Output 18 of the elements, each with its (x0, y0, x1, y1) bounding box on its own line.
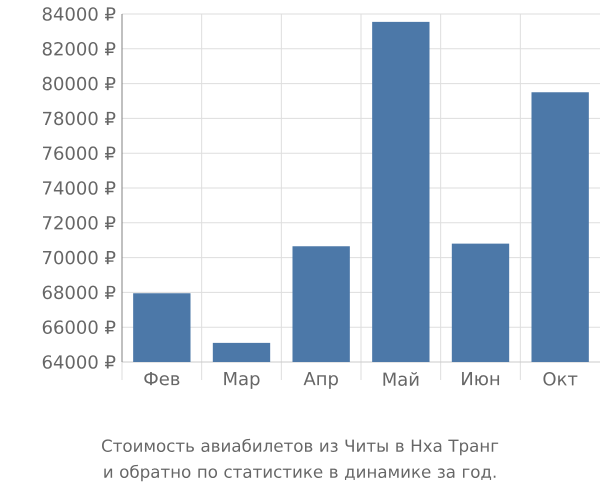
y-tick-label: 76000 ₽ (43, 146, 116, 160)
x-tick-label: Апр (304, 372, 338, 389)
x-tick-label: Май (383, 372, 418, 386)
y-tick-label: 64000 ₽ (42, 355, 116, 369)
y-tick-label: 82000 ₽ (42, 42, 116, 56)
text: Стоимость авиабилетов из Читы в Нха Транг и обратно по статистике в динамике за год. (102, 438, 498, 482)
x-tick-label: Фев (144, 372, 180, 386)
y-tick-label: 78000 ₽ (43, 112, 116, 126)
y-tick-label: 84000 ₽ (42, 7, 116, 21)
y-tick-label: 70000 ₽ (43, 250, 116, 264)
y-tick-label: 66000 ₽ (42, 320, 116, 334)
y-tick-label: 80000 ₽ (42, 76, 116, 90)
y-tick-label: 74000 ₽ (43, 181, 116, 195)
y-tick-label: 72000 ₽ (43, 216, 116, 230)
x-tick-label: Мар (224, 372, 260, 389)
x-tick-label: Окт (543, 372, 578, 386)
x-tick-label: Июн (462, 372, 500, 386)
y-tick-label: 68000 ₽ (42, 286, 116, 300)
